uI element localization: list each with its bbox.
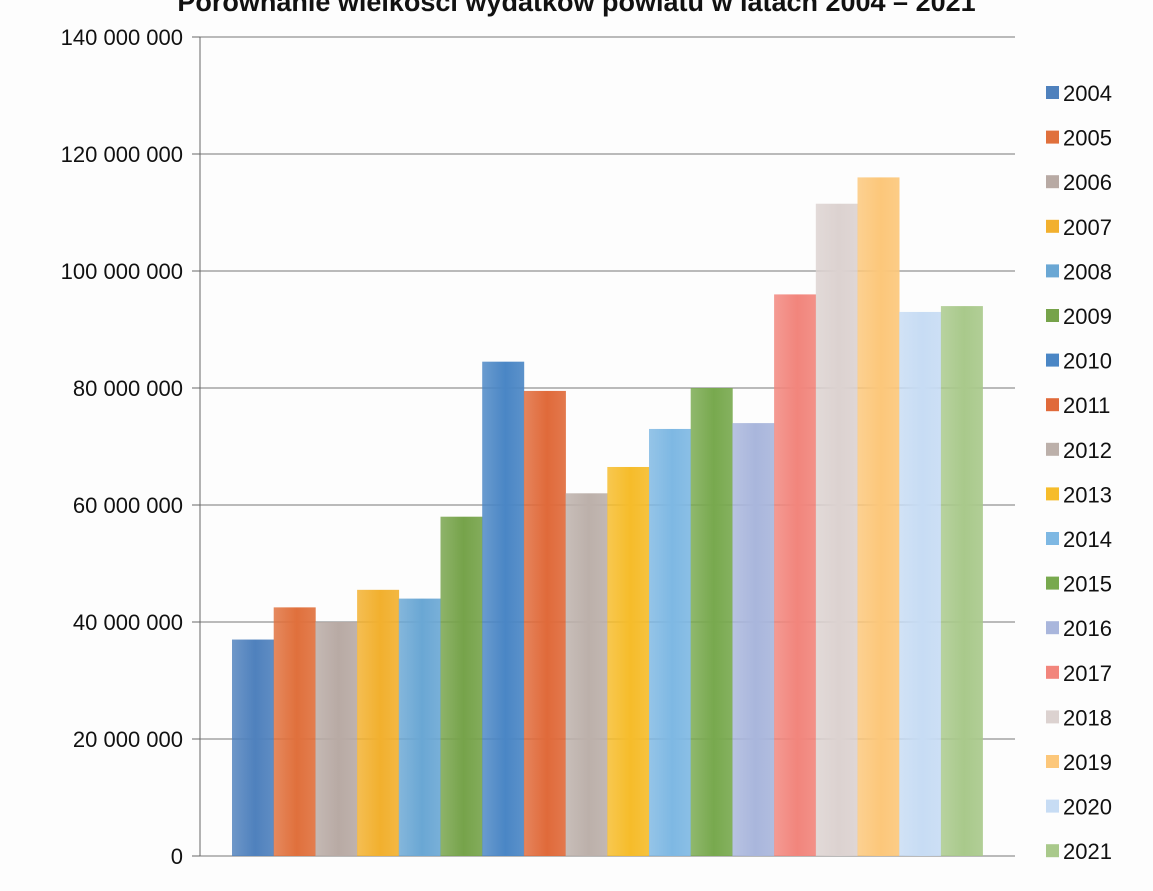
chart-title: Porównanie wielkości wydatków powiatu w … bbox=[177, 0, 976, 17]
y-tick-label: 40 000 000 bbox=[73, 610, 183, 635]
legend-swatch bbox=[1046, 844, 1059, 858]
legend-swatch bbox=[1046, 487, 1059, 501]
legend-swatch bbox=[1046, 621, 1059, 635]
y-tick-label: 80 000 000 bbox=[73, 376, 183, 401]
bar-2005 bbox=[273, 607, 316, 856]
y-axis: 0 20 000 000 40 000 000 60 000 000 80 000 00… bbox=[61, 25, 201, 869]
legend-swatch bbox=[1046, 755, 1059, 768]
legend-swatch bbox=[1046, 665, 1059, 679]
bar-2019 bbox=[857, 177, 900, 856]
legend-label: 2017 bbox=[1063, 661, 1112, 686]
legend-label: 2006 bbox=[1063, 170, 1112, 195]
legend-swatch bbox=[1046, 353, 1059, 367]
bar-2020 bbox=[899, 311, 942, 856]
bar-2018 bbox=[815, 203, 858, 857]
legend-label: 2008 bbox=[1063, 259, 1112, 284]
y-tick-label: 100 000 000 bbox=[61, 259, 183, 284]
y-tick-label: 20 000 000 bbox=[73, 727, 183, 752]
bar-2007 bbox=[357, 589, 400, 856]
legend-swatch bbox=[1046, 799, 1059, 813]
legend-swatch bbox=[1046, 86, 1059, 99]
legend-label: 2020 bbox=[1063, 795, 1112, 820]
bar-2017 bbox=[774, 294, 817, 856]
legend-swatch bbox=[1046, 576, 1059, 590]
legend-label: 2013 bbox=[1063, 482, 1112, 507]
legend-swatch bbox=[1046, 264, 1059, 278]
bar-2014 bbox=[649, 428, 691, 856]
legend-swatch bbox=[1046, 309, 1059, 322]
bar-2006 bbox=[315, 622, 358, 856]
legend-swatch bbox=[1046, 175, 1059, 189]
legend: 2004 2005 2006 2007 2008 2009 2010 2011 2012 2013… bbox=[1046, 81, 1112, 864]
legend-label: 2005 bbox=[1063, 126, 1112, 151]
bar-2011 bbox=[523, 390, 566, 856]
legend-label: 2012 bbox=[1063, 438, 1112, 463]
legend-label: 2019 bbox=[1063, 750, 1112, 775]
legend-label: 2014 bbox=[1063, 527, 1112, 552]
legend-label: 2018 bbox=[1063, 705, 1112, 730]
legend-label: 2011 bbox=[1063, 393, 1110, 418]
y-tick-label: 0 bbox=[171, 844, 183, 869]
y-tick-label: 60 000 000 bbox=[73, 493, 183, 518]
bar-2012 bbox=[565, 493, 608, 856]
legend-swatch bbox=[1046, 219, 1059, 233]
legend-label: 2009 bbox=[1063, 304, 1112, 329]
bar-2009 bbox=[440, 516, 483, 856]
legend-label: 2021 bbox=[1063, 839, 1112, 864]
bar-2016 bbox=[732, 423, 775, 856]
legend-swatch bbox=[1046, 710, 1059, 724]
bar-2021 bbox=[940, 306, 983, 857]
legend-label: 2016 bbox=[1063, 616, 1112, 641]
bar-2008 bbox=[398, 598, 441, 856]
legend-label: 2007 bbox=[1063, 215, 1112, 240]
legend-swatch bbox=[1046, 442, 1059, 456]
legend-label: 2015 bbox=[1063, 572, 1112, 597]
bar-2013 bbox=[607, 466, 650, 856]
legend-swatch bbox=[1046, 532, 1059, 545]
legend-swatch bbox=[1046, 130, 1059, 144]
legend-label: 2010 bbox=[1063, 349, 1112, 374]
bar-2010 bbox=[482, 361, 525, 856]
legend-label: 2004 bbox=[1063, 81, 1112, 106]
bars bbox=[232, 177, 983, 857]
bar-2004 bbox=[232, 639, 274, 856]
bar-2015 bbox=[690, 388, 733, 856]
y-tick-label: 140 000 000 bbox=[61, 25, 183, 50]
legend-swatch bbox=[1046, 398, 1059, 412]
y-tick-label: 120 000 000 bbox=[61, 142, 183, 167]
